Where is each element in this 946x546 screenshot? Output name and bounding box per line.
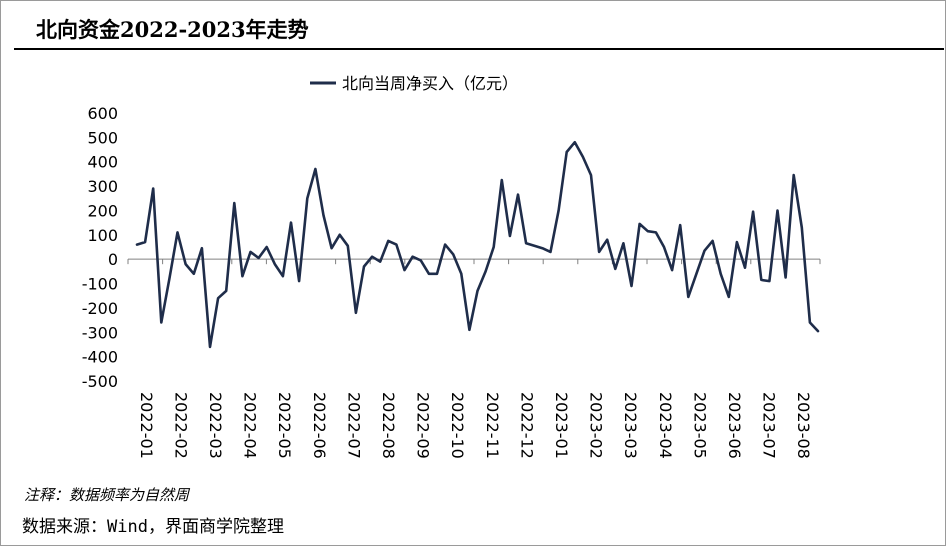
x-tick-label: 2023-07 xyxy=(760,392,779,459)
y-axis: 600 500 400 300 200 100 0 -100 -200 -300 -400 -500 xyxy=(82,104,118,391)
legend: 北向当周净买入（亿元） xyxy=(310,74,518,93)
x-tick-label: 2022-10 xyxy=(448,392,467,459)
y-tick-label: 400 xyxy=(87,153,118,172)
y-tick-label: -300 xyxy=(82,323,118,342)
x-tick-label: 2022-02 xyxy=(171,392,190,459)
x-tick-label: 2022-09 xyxy=(414,392,433,459)
x-tick-label: 2022-03 xyxy=(206,392,225,459)
x-tick-label: 2023-03 xyxy=(621,392,640,459)
x-tick-label: 2022-07 xyxy=(344,392,363,459)
y-tick-label: -500 xyxy=(82,372,118,391)
x-tick-label: 2022-01 xyxy=(137,392,156,459)
x-tick-label: 2023-02 xyxy=(587,392,606,459)
y-tick-label: -200 xyxy=(82,299,118,318)
x-tick-label: 2022-12 xyxy=(517,392,536,459)
x-tick-label: 2022-05 xyxy=(275,392,294,459)
x-tick-label: 2023-01 xyxy=(552,392,571,459)
chart-title: 北向资金2022-2023年走势 xyxy=(36,17,309,42)
y-tick-label: 500 xyxy=(87,128,118,147)
x-tick-label: 2022-11 xyxy=(483,392,502,459)
x-tick-label: 2022-08 xyxy=(379,392,398,459)
x-tick-label: 2022-06 xyxy=(310,392,329,459)
legend-label: 北向当周净买入（亿元） xyxy=(342,74,518,93)
source-note: 数据来源：Wind，界面商学院整理 xyxy=(22,517,284,537)
y-tick-label: 0 xyxy=(108,250,118,269)
y-tick-label: 200 xyxy=(87,201,118,220)
y-tick-label: 600 xyxy=(87,104,118,123)
series-line xyxy=(135,140,820,349)
y-tick-label: 300 xyxy=(87,177,118,196)
y-tick-label: -100 xyxy=(82,275,118,294)
x-tick-label: 2022-04 xyxy=(241,392,260,459)
x-tick-label: 2023-04 xyxy=(656,392,675,459)
x-tick-label: 2023-08 xyxy=(794,392,813,459)
x-tick-label: 2023-06 xyxy=(725,392,744,459)
footnote: 注释：数据频率为自然周 xyxy=(24,486,190,504)
series xyxy=(135,140,820,349)
x-tick-label: 2023-05 xyxy=(690,392,709,459)
y-tick-label: -400 xyxy=(82,348,118,367)
x-axis: 2022-01 2022-02 2022-03 2022-04 2022-05 2022-… xyxy=(127,258,821,459)
y-tick-label: 100 xyxy=(87,226,118,245)
title-underline xyxy=(14,48,944,50)
